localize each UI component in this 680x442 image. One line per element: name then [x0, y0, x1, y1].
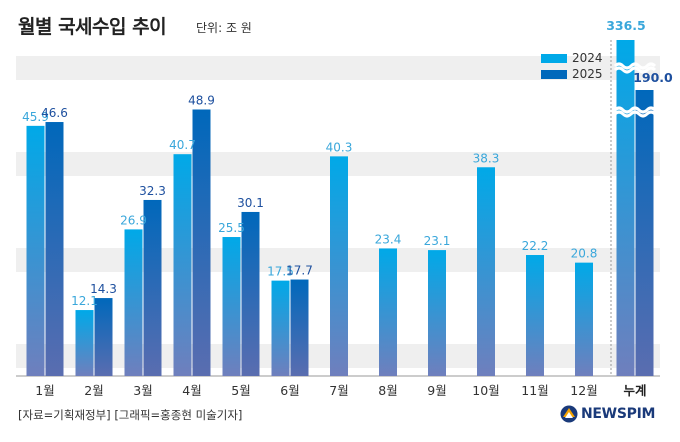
x-tick-label: 2월 — [84, 383, 103, 398]
bar-2024-11 — [526, 255, 544, 376]
unit-label: 단위: 조 원 — [196, 21, 252, 35]
value-labels: 45.946.6 12.114.3 26.9 32.3 40.7 48.9 25.5 30.1… — [22, 18, 673, 308]
value-label-2024-4: 40.7 — [169, 138, 196, 152]
bar-2024-6 — [271, 280, 290, 376]
value-label-2024-1: 45.9 — [22, 110, 49, 124]
bar-2024-cumulative — [616, 40, 635, 376]
bar-2025-4 — [192, 109, 211, 377]
source-note: [자료=기획재정부] [그래픽=홍종현 미술기자] — [18, 408, 243, 422]
value-label-2024-12: 20.8 — [571, 247, 598, 261]
value-label-2024-2: 12.1 — [71, 294, 98, 308]
legend: 2024 2025 — [541, 51, 603, 81]
bar-2025-3 — [143, 199, 162, 376]
bar-2025-5 — [241, 211, 260, 376]
legend-label-2025: 2025 — [572, 67, 603, 81]
value-label-2024-10: 38.3 — [473, 151, 500, 165]
x-tick-label: 7월 — [329, 383, 348, 398]
bar-2024-10 — [477, 167, 495, 376]
value-label-2024-5: 25.5 — [218, 221, 245, 235]
bar-2025-6 — [290, 279, 309, 376]
bar-2025-2 — [94, 298, 113, 376]
legend-label-2024: 2024 — [572, 51, 603, 65]
value-label-2025-3: 32.3 — [139, 184, 166, 198]
value-label-2024-cumulative: 336.5 — [606, 18, 646, 33]
bar-2024-7 — [330, 156, 348, 376]
x-tick-label: 10월 — [472, 383, 499, 398]
bar-2024-5 — [222, 237, 241, 376]
bar-2024-12 — [575, 262, 593, 376]
value-label-2024-3: 26.9 — [120, 213, 147, 227]
x-tick-label: 3월 — [133, 383, 152, 398]
chart-title: 월별 국세수입 추이 — [18, 16, 167, 38]
bar-2025-cumulative — [635, 90, 654, 376]
value-label-2025-1: 46.6 — [41, 106, 68, 120]
x-tick-label: 9월 — [427, 383, 446, 398]
value-label-2024-6: 17.5 — [267, 265, 294, 279]
value-label-2025-cumulative: 190.0 — [633, 70, 673, 85]
legend-swatch-2024 — [541, 54, 567, 63]
axis-break-mark — [613, 62, 657, 70]
axis-break-mark — [613, 110, 657, 118]
x-tick-label: 6월 — [280, 383, 299, 398]
bar-2024-2 — [75, 310, 94, 376]
value-label-2025-5: 30.1 — [237, 196, 264, 210]
value-label-2025-4: 48.9 — [188, 93, 215, 107]
value-label-2024-9: 23.1 — [424, 234, 451, 248]
value-label-2024-7: 40.3 — [326, 140, 353, 154]
x-tick-label: 5월 — [231, 383, 250, 398]
value-label-2024-8: 23.4 — [375, 232, 402, 246]
value-label-2025-2: 14.3 — [90, 282, 117, 296]
bar-2024-1 — [26, 125, 45, 376]
x-tick-label: 11월 — [521, 383, 548, 398]
logo-text: NEWSPIM — [581, 406, 656, 422]
logo-mark-icon — [560, 405, 578, 423]
newspim-logo: NEWSPIM — [560, 404, 655, 424]
x-tick-label: 8월 — [378, 383, 397, 398]
bar-2024-3 — [124, 229, 143, 376]
bar-2024-9 — [428, 250, 446, 376]
axis-break-mark — [613, 106, 657, 114]
value-label-2025-6: 17.7 — [286, 264, 313, 278]
axis-break-mark — [613, 66, 657, 74]
legend-swatch-2025 — [541, 70, 567, 79]
x-tick-label: 12월 — [570, 383, 597, 398]
x-tick-label: 4월 — [182, 383, 201, 398]
value-label-2024-11: 22.2 — [522, 239, 549, 253]
x-tick-label-cumulative: 누계 — [623, 383, 646, 398]
bar-2025-1 — [45, 122, 64, 376]
bar-2024-8 — [379, 248, 397, 376]
x-axis: 1월 2월 3월 4월 5월 6월 7월 8월 9월 10월 11월 12월 누계 — [35, 383, 646, 398]
bar-2024-4 — [173, 154, 192, 376]
bars-group — [26, 40, 657, 377]
x-tick-label: 1월 — [35, 383, 54, 398]
